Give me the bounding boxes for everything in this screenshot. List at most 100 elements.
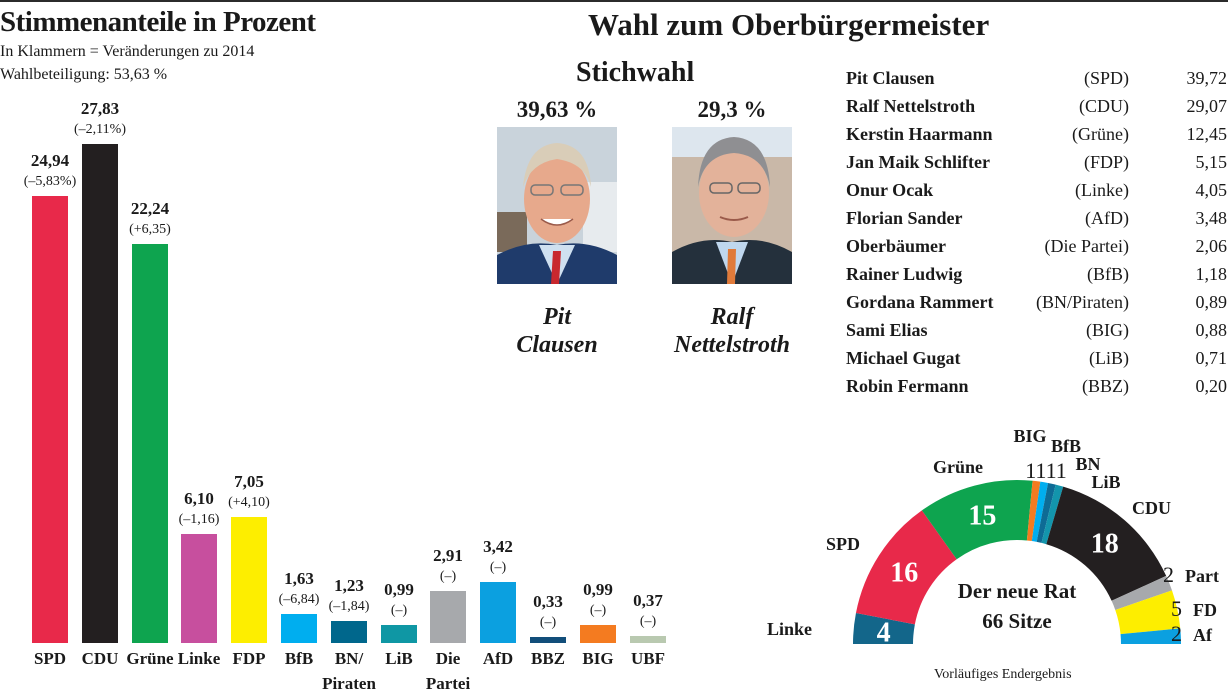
bar-change-label: (–5,83%) — [23, 173, 77, 189]
candidate-percentage: 12,45 — [1186, 123, 1228, 144]
bar-value-label: 3,42 — [483, 536, 513, 556]
bar-value-label: 6,10 — [184, 488, 214, 508]
seat-count: 16 — [890, 558, 918, 589]
bar-category-label: UBF — [631, 649, 665, 668]
candidate-name: Ralf Nettelstroth — [846, 95, 976, 116]
seat-count: 4 — [877, 617, 891, 648]
bar-value-label: 24,94 — [30, 150, 70, 170]
seat-count: 2 — [1163, 562, 1174, 587]
bar-change-label: (–) — [639, 614, 657, 630]
candidate-party: (BIG) — [1086, 319, 1129, 340]
vote-share-title: Stimmenanteile in Prozent — [0, 6, 316, 38]
seat-chart-title: Der neue Rat — [958, 579, 1077, 603]
candidate-party: (SPD) — [1083, 67, 1129, 88]
seat-count: 2 — [1171, 621, 1182, 646]
preliminary-result-note: Vorläufiges Endergebnis — [934, 667, 1072, 682]
candidate-percentage: 3,48 — [1195, 207, 1228, 228]
result-row: Kerstin Haarmann (Grüne) 12,45 — [846, 120, 1227, 148]
candidate-percentage: 0,89 — [1195, 291, 1228, 312]
candidate-party: (Die Partei) — [1044, 235, 1129, 256]
bar-category-label: FDP — [232, 649, 266, 668]
bar-lib — [381, 625, 417, 643]
bar-value-label: 1,23 — [334, 575, 364, 595]
bar-cdu — [82, 144, 118, 643]
candidate-party: (Grüne) — [1072, 123, 1129, 144]
candidate-name: Jan Maik Schlifter — [846, 151, 990, 172]
bar-category-label: BBZ — [530, 649, 566, 668]
candidate-percentage: 39,72 — [1186, 67, 1228, 88]
bar-change-label: (+6,35) — [129, 222, 171, 238]
bar-change-label: (–) — [589, 603, 607, 619]
result-row: Onur Ocak (Linke) 4,05 — [846, 176, 1227, 204]
seat-party-label: Grüne — [933, 457, 983, 477]
result-row: Jan Maik Schlifter (FDP) 5,15 — [846, 148, 1227, 176]
tie-shape — [551, 251, 561, 284]
candidate-name: Florian Sander — [846, 207, 963, 228]
seat-segment-bfb — [1031, 481, 1049, 542]
result-row: Oberbäumer (Die Partei) 2,06 — [846, 232, 1227, 260]
candidate-name: Kerstin Haarmann — [846, 123, 993, 144]
bar-change-label: (–) — [439, 568, 457, 584]
seat-party-label: BfB — [1051, 436, 1081, 456]
bar-category-label: BfB — [284, 649, 314, 668]
bar-afd — [480, 581, 516, 643]
bar-value-label: 0,99 — [384, 580, 414, 600]
vote-share-bar-chart: (–5,83%) 24,94 SPD (–2,11%) 27,83 CDU (+6,35) 2… — [23, 99, 666, 693]
bar-category-label: CDU — [81, 649, 119, 668]
candidate-name: Gordana Rammert — [846, 291, 994, 312]
seat-party-label: FD — [1193, 600, 1217, 620]
seat-count: 15 — [968, 501, 996, 532]
candidate-percentage: 1,18 — [1195, 263, 1228, 284]
candidate-party: (BBZ) — [1082, 375, 1129, 396]
candidate-1-photo — [497, 127, 617, 284]
bar-value-label: 0,37 — [633, 591, 663, 611]
candidate-percentage: 4,05 — [1195, 179, 1228, 200]
result-row: Rainer Ludwig (BfB) 1,18 — [846, 260, 1227, 288]
bar-ubf — [630, 636, 666, 643]
top-border — [0, 0, 1228, 2]
candidate-name: Michael Gugat — [846, 347, 961, 368]
candidate-percentage: 2,06 — [1195, 235, 1228, 256]
seat-party-label: Part — [1185, 566, 1219, 586]
bar-spd — [32, 195, 68, 643]
candidate-percentage: 0,20 — [1195, 375, 1228, 396]
bar-category-label: Die Partei — [425, 649, 471, 693]
bar-category-label: Linke — [177, 649, 221, 668]
seat-party-label: Linke — [767, 619, 812, 639]
change-note: In Klammern = Veränderungen zu 2014 — [0, 43, 255, 60]
bar-bnpiraten — [331, 620, 367, 643]
bar-bbz — [530, 637, 566, 643]
bar-grne — [132, 244, 168, 643]
candidate-2-photo — [672, 127, 792, 284]
bar-value-label: 22,24 — [130, 199, 170, 219]
bar-value-label: 0,33 — [533, 592, 563, 612]
candidate-percentage: 29,07 — [1186, 95, 1228, 116]
candidate-name: Oberbäumer — [846, 235, 946, 256]
candidate-party: (Linke) — [1075, 179, 1129, 200]
candidate-party: (AfD) — [1085, 207, 1129, 228]
result-row: Gordana Rammert (BN/Piraten) 0,89 — [846, 288, 1227, 316]
candidate-party: (LiB) — [1089, 347, 1129, 368]
bar-change-label: (–) — [539, 615, 557, 631]
bar-category-label: SPD — [33, 649, 67, 668]
bar-linke — [181, 533, 217, 643]
seat-segment-bn — [1036, 482, 1056, 543]
bar-bfb — [281, 613, 317, 643]
seat-count: 18 — [1091, 529, 1119, 560]
candidate-party: (BN/Piraten) — [1036, 291, 1129, 312]
seat-segment-big — [1026, 480, 1041, 542]
tie-shape — [727, 249, 736, 284]
result-row: Pit Clausen (SPD) 39,72 — [846, 64, 1227, 92]
candidate-party: (FDP) — [1083, 151, 1129, 172]
seat-segment-cdu — [1046, 486, 1167, 601]
seat-chart-total: 66 Sitze — [982, 609, 1051, 633]
candidate-name: Robin Fermann — [846, 375, 969, 396]
result-row: Florian Sander (AfD) 3,48 — [846, 204, 1227, 232]
seat-party-label: CDU — [1132, 498, 1171, 518]
bar-value-label: 7,05 — [234, 471, 264, 491]
bar-change-label: (–2,11%) — [74, 122, 126, 137]
seat-party-label: Af — [1193, 625, 1213, 645]
result-row: Ralf Nettelstroth (CDU) 29,07 — [846, 92, 1227, 120]
candidate-name: Sami Elias — [846, 319, 928, 340]
